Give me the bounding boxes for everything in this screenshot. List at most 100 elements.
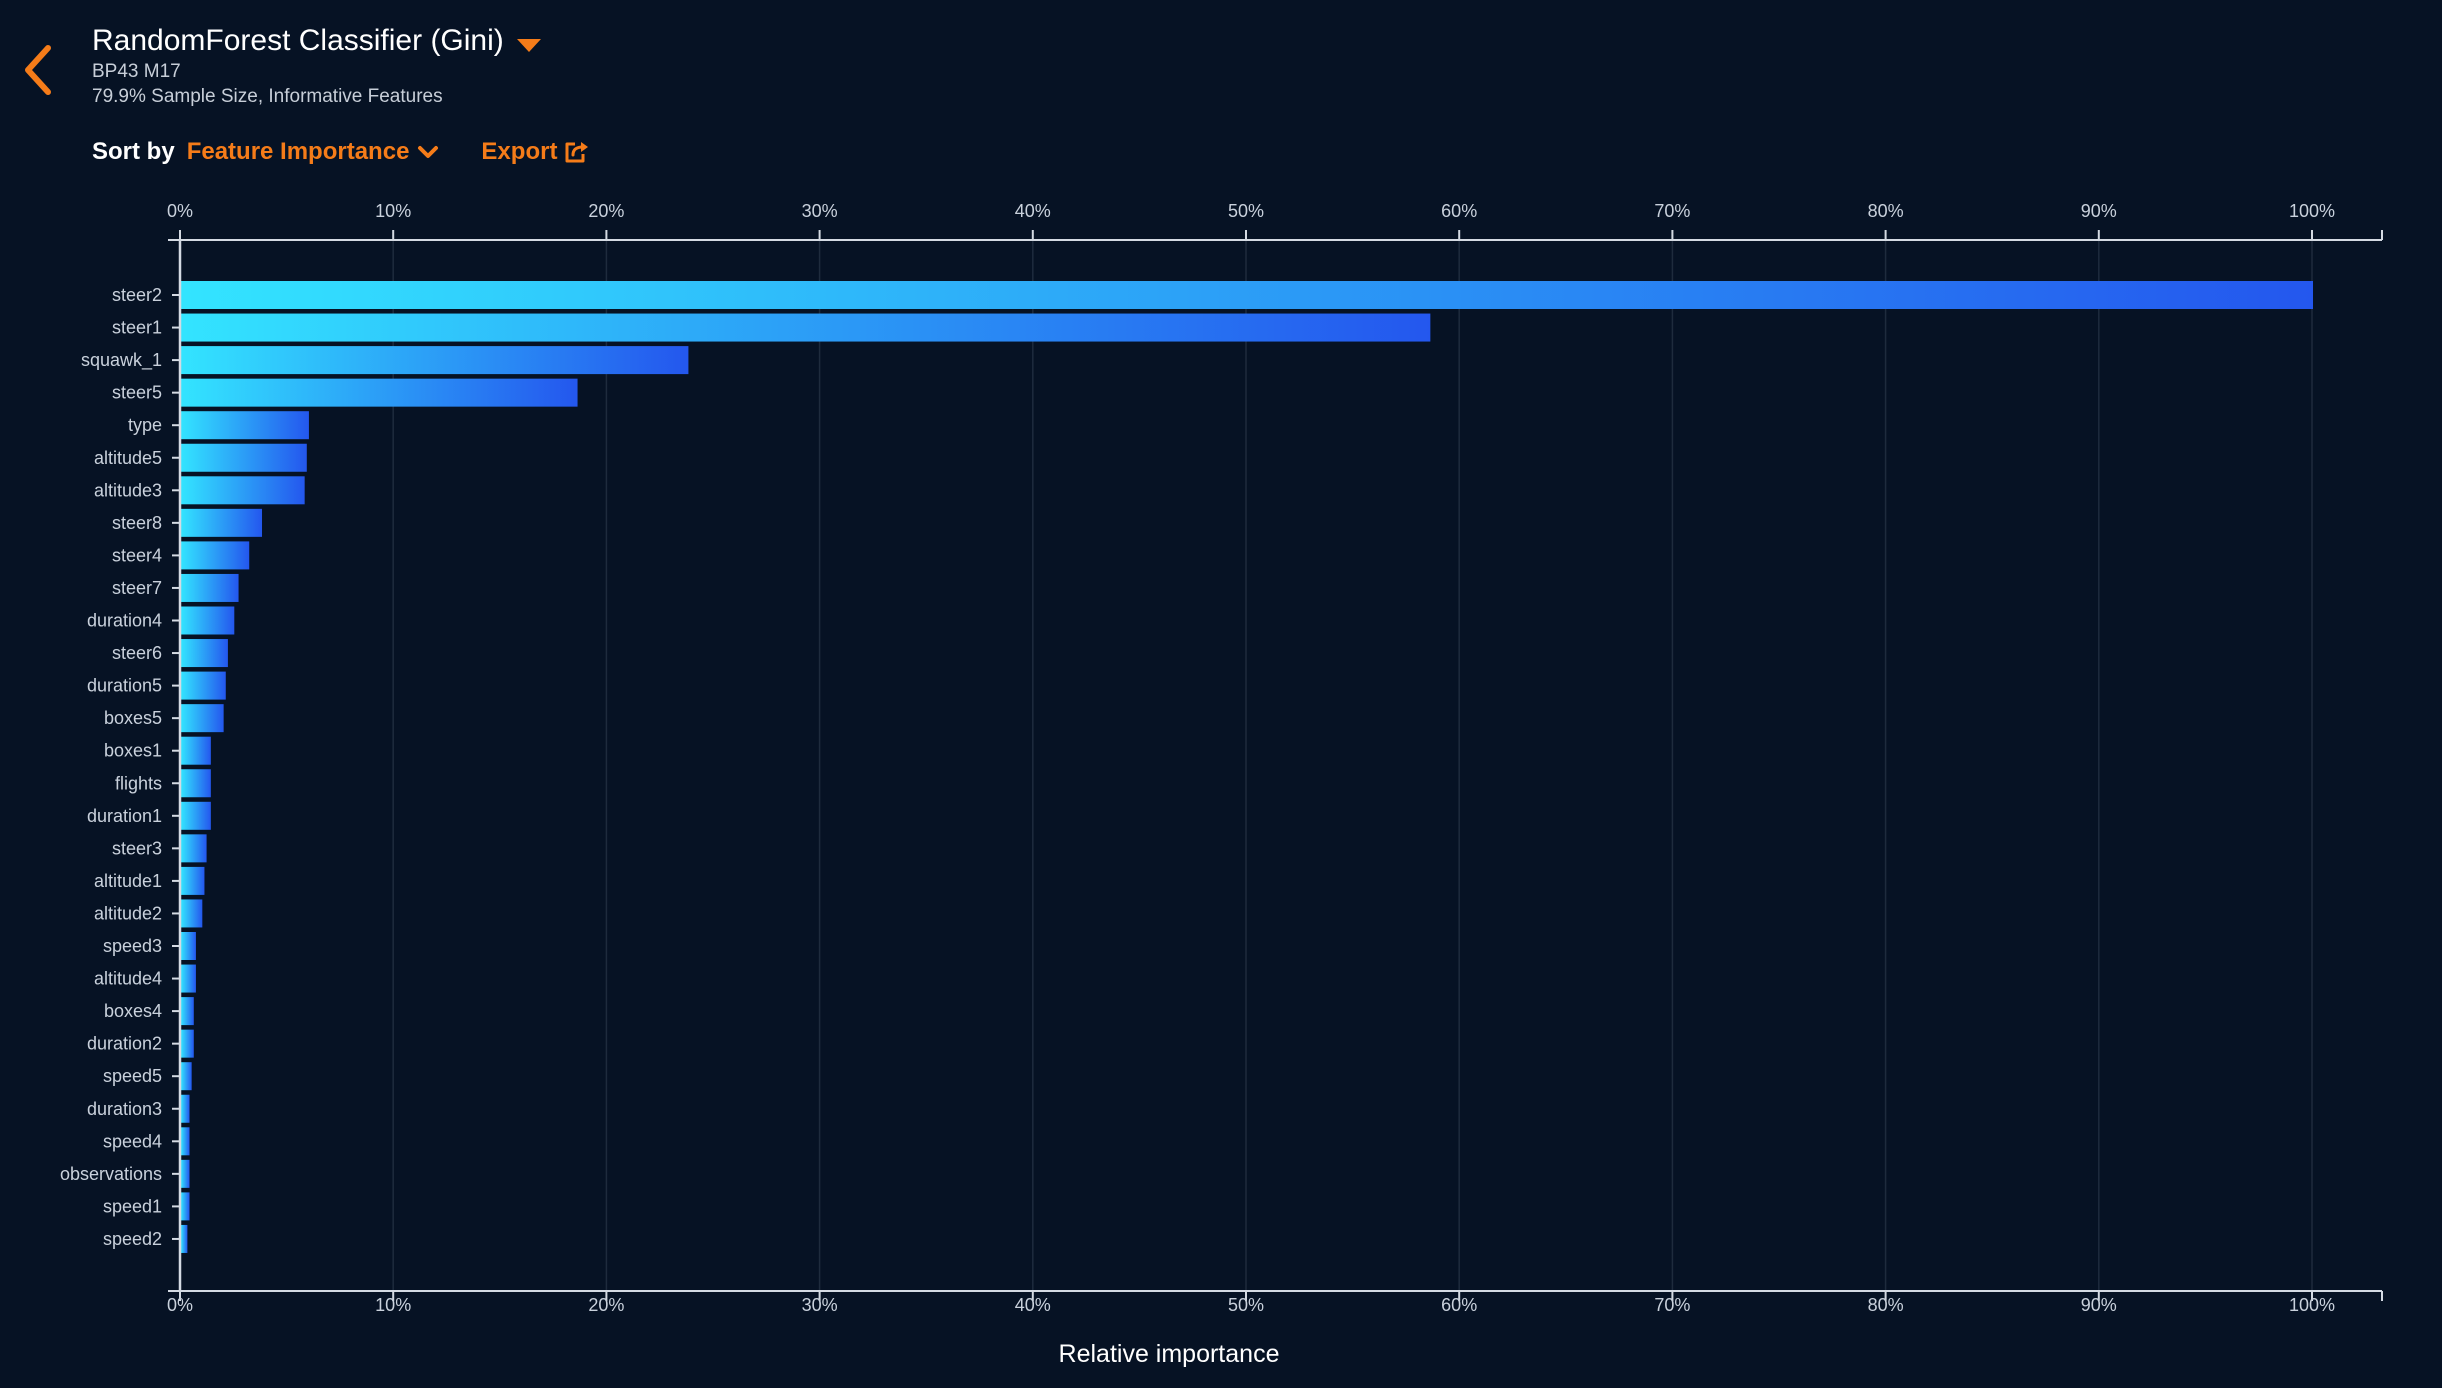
category-label: speed1: [103, 1196, 162, 1216]
category-label: altitude1: [94, 871, 162, 891]
top-tick-label: 30%: [802, 201, 838, 221]
bar-duration4: [181, 606, 235, 635]
bar-altitude4: [181, 964, 196, 993]
bar-speed3: [181, 932, 196, 960]
caret-down-icon[interactable]: [516, 37, 542, 53]
bar-steer6: [181, 639, 228, 668]
category-label: type: [128, 415, 162, 435]
sample-info: 79.9% Sample Size, Informative Features: [92, 86, 443, 107]
category-label: steer7: [112, 578, 162, 598]
bar-observations: [181, 1159, 190, 1188]
bar-altitude2: [181, 899, 203, 928]
category-label: altitude3: [94, 480, 162, 500]
bar-altitude3: [181, 476, 305, 505]
top-tick-label: 20%: [588, 201, 624, 221]
bar-duration5: [181, 671, 226, 700]
export-label: Export: [481, 138, 558, 165]
category-label: squawk_1: [81, 350, 162, 371]
bar-steer8: [181, 508, 263, 537]
category-label: speed2: [103, 1229, 162, 1249]
category-label: duration4: [87, 611, 162, 631]
share-icon: [565, 142, 589, 163]
x-axis-title: Relative importance: [1059, 1340, 1280, 1368]
category-label: steer8: [112, 513, 162, 533]
bar-speed5: [181, 1062, 192, 1091]
bar-duration3: [181, 1094, 190, 1123]
category-label: duration5: [87, 676, 162, 696]
bottom-tick-label: 30%: [802, 1295, 838, 1315]
category-label: steer1: [112, 318, 162, 338]
bar-steer3: [181, 834, 207, 863]
bar-duration1: [181, 801, 211, 830]
bar-altitude1: [181, 866, 205, 895]
bottom-tick-label: 0%: [167, 1295, 193, 1315]
chevron-down-icon: [418, 146, 439, 158]
chart-header: RandomForest Classifier (Gini) BP43 M17 …: [92, 24, 542, 108]
bar-speed1: [181, 1192, 190, 1221]
bottom-tick-label: 70%: [1654, 1295, 1690, 1315]
category-label: steer4: [112, 545, 162, 565]
toolbar: Sort by Feature Importance Export: [92, 138, 589, 166]
bottom-tick-label: 20%: [588, 1295, 624, 1315]
bottom-tick-label: 10%: [375, 1295, 411, 1315]
bar-steer2: [181, 281, 2313, 309]
category-label: altitude4: [94, 969, 162, 989]
top-tick-label: 100%: [2289, 201, 2335, 221]
category-label: steer2: [112, 285, 162, 305]
category-label: altitude5: [94, 448, 162, 468]
back-chevron-icon[interactable]: [18, 42, 62, 98]
axes: 0% 0% 10% 10% 20% 20% 30% 30% 40% 40% 50% 50% 60% 60%…: [167, 201, 2383, 1315]
bar-boxes4: [181, 997, 194, 1026]
category-label: boxes4: [104, 1001, 162, 1021]
bar-speed2: [181, 1224, 188, 1253]
bar-duration2: [181, 1029, 194, 1058]
bottom-tick-label: 50%: [1228, 1295, 1264, 1315]
top-tick-label: 80%: [1868, 201, 1904, 221]
top-tick-label: 10%: [375, 201, 411, 221]
bottom-tick-label: 40%: [1015, 1295, 1051, 1315]
top-tick-label: 40%: [1015, 201, 1051, 221]
export-button[interactable]: Export: [481, 138, 589, 166]
bar-altitude5: [181, 443, 307, 472]
bar-boxes1: [181, 736, 211, 765]
bottom-tick-label: 60%: [1441, 1295, 1477, 1315]
category-labels: steer2 steer1 squawk_1 steer5 type altitude5 a…: [60, 285, 162, 1249]
bars: [181, 281, 2313, 1253]
bar-steer1: [181, 313, 1431, 342]
bar-speed4: [181, 1127, 190, 1156]
model-id: BP43 M17: [92, 61, 181, 82]
category-label: duration2: [87, 1034, 162, 1054]
bar-steer5: [181, 378, 578, 407]
top-tick-label: 50%: [1228, 201, 1264, 221]
bar-type: [181, 411, 309, 440]
category-label: boxes1: [104, 741, 162, 761]
category-label: steer3: [112, 838, 162, 858]
category-label: steer5: [112, 383, 162, 403]
category-label: flights: [115, 773, 162, 793]
model-title: RandomForest Classifier (Gini): [92, 24, 504, 57]
top-tick-label: 60%: [1441, 201, 1477, 221]
category-label: speed4: [103, 1131, 162, 1151]
bar-boxes5: [181, 704, 224, 733]
category-label: steer6: [112, 643, 162, 663]
category-label: altitude2: [94, 903, 162, 923]
bottom-tick-label: 90%: [2081, 1295, 2117, 1315]
grid-lines: [392, 240, 2313, 1291]
bar-steer7: [181, 573, 239, 602]
bottom-tick-label: 80%: [1868, 1295, 1904, 1315]
bottom-tick-label: 100%: [2289, 1295, 2335, 1315]
bar-squawk_1: [181, 346, 689, 375]
sort-dropdown[interactable]: Feature Importance: [187, 138, 440, 166]
top-tick-label: 90%: [2081, 201, 2117, 221]
bar-flights: [181, 769, 211, 798]
category-label: speed3: [103, 936, 162, 956]
sort-value: Feature Importance: [186, 138, 410, 165]
category-label: speed5: [103, 1066, 162, 1086]
category-label: duration1: [87, 806, 162, 826]
bar-steer4: [181, 541, 250, 570]
sort-label: Sort by: [92, 138, 175, 165]
category-label: duration3: [87, 1099, 162, 1119]
category-label: observations: [60, 1164, 162, 1184]
top-tick-label: 70%: [1654, 201, 1690, 221]
